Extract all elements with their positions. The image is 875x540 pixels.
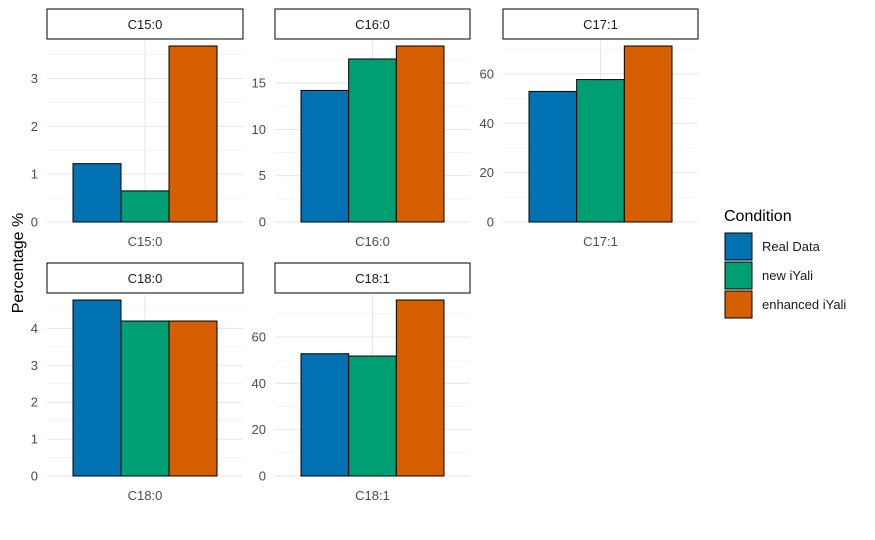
legend-item-real-data: Real Data (724, 232, 821, 261)
bar-new-iyali (348, 58, 397, 223)
legend-label: enhanced iYali (762, 297, 846, 312)
bar-new-iyali (576, 79, 625, 223)
bar-real-data (300, 353, 350, 477)
strip-label: C18:1 (355, 271, 390, 286)
y-tick-label: 3 (31, 358, 38, 373)
y-tick-label: 1 (31, 167, 38, 182)
x-tick-label: C18:0 (128, 488, 163, 503)
y-tick-label: 3 (31, 71, 38, 86)
bar-real-data (528, 90, 578, 223)
strip-box (46, 8, 244, 40)
y-tick-label: 40 (480, 116, 494, 131)
y-tick-label: 2 (31, 395, 38, 410)
y-tick-label: 60 (252, 330, 266, 345)
strip-box (46, 262, 244, 294)
y-tick-label: 1 (31, 432, 38, 447)
legend-key (724, 261, 753, 290)
y-tick-label: 2 (31, 119, 38, 134)
y-tick-label: 40 (252, 376, 266, 391)
y-tick-label: 0 (31, 469, 38, 484)
bar-enhanced-iyali (395, 299, 445, 477)
panel-c16-0: 0 5 10 15 C16:0 C16:0 (252, 8, 471, 249)
panel-c15-0: 0 1 2 3 C15:0 C15:0 (31, 8, 244, 249)
y-tick-label: 0 (259, 469, 266, 484)
legend-key (724, 290, 753, 319)
x-tick-label: C16:0 (355, 234, 390, 249)
y-tick-label: 60 (480, 66, 494, 81)
strip-box (274, 8, 471, 40)
bar-new-iyali (120, 320, 170, 477)
panel-c18-1: 0 20 40 60 C18:1 C18:1 (252, 262, 471, 503)
legend-item-enhanced-iyali: enhanced iYali (724, 290, 846, 319)
y-tick-label: 20 (480, 165, 494, 180)
x-tick-label: C18:1 (355, 488, 390, 503)
strip-label: C17:1 (583, 17, 618, 32)
strip-box (274, 262, 471, 294)
y-tick-label: 4 (31, 321, 38, 336)
strip-box (502, 8, 699, 40)
y-tick-label: 0 (487, 215, 494, 230)
bar-enhanced-iyali (395, 45, 445, 223)
x-tick-label: C15:0 (128, 234, 163, 249)
strip-label: C15:0 (128, 17, 163, 32)
y-tick-label: 15 (252, 76, 266, 91)
panels-layer: 0123C15:0C15:0051015C16:0C16:00204060C17… (31, 8, 699, 503)
panel-c17-1: 0 20 40 60 C17:1 C17:1 (480, 8, 699, 249)
bar-real-data (300, 89, 350, 223)
y-tick-label: 10 (252, 122, 266, 137)
bar-enhanced-iyali (623, 45, 673, 223)
panel-c18-0: 0 1 2 3 4 C18:0 C18:0 (31, 262, 244, 503)
legend-label: new iYali (762, 268, 813, 283)
bar-real-data (72, 299, 122, 477)
y-tick-label: 0 (259, 215, 266, 230)
strip-label: C16:0 (355, 17, 390, 32)
legend-item-new-iyali: new iYali (724, 261, 813, 290)
y-tick-label: 20 (252, 422, 266, 437)
bar-new-iyali (120, 190, 170, 223)
strip-label: C18:0 (128, 271, 163, 286)
legend-title: Condition (724, 208, 792, 225)
x-tick-label: C17:1 (583, 234, 618, 249)
y-tick-label: 5 (259, 168, 266, 183)
bar-real-data (72, 163, 122, 223)
bar-enhanced-iyali (168, 320, 218, 477)
y-axis-label: Percentage % (10, 213, 27, 314)
legend-label: Real Data (762, 239, 821, 254)
legend-key (724, 232, 753, 261)
legend: Condition Real Data new iYali enhanced iYa… (724, 208, 846, 319)
bar-enhanced-iyali (168, 45, 218, 223)
y-tick-label: 0 (31, 215, 38, 230)
bar-new-iyali (348, 355, 397, 477)
